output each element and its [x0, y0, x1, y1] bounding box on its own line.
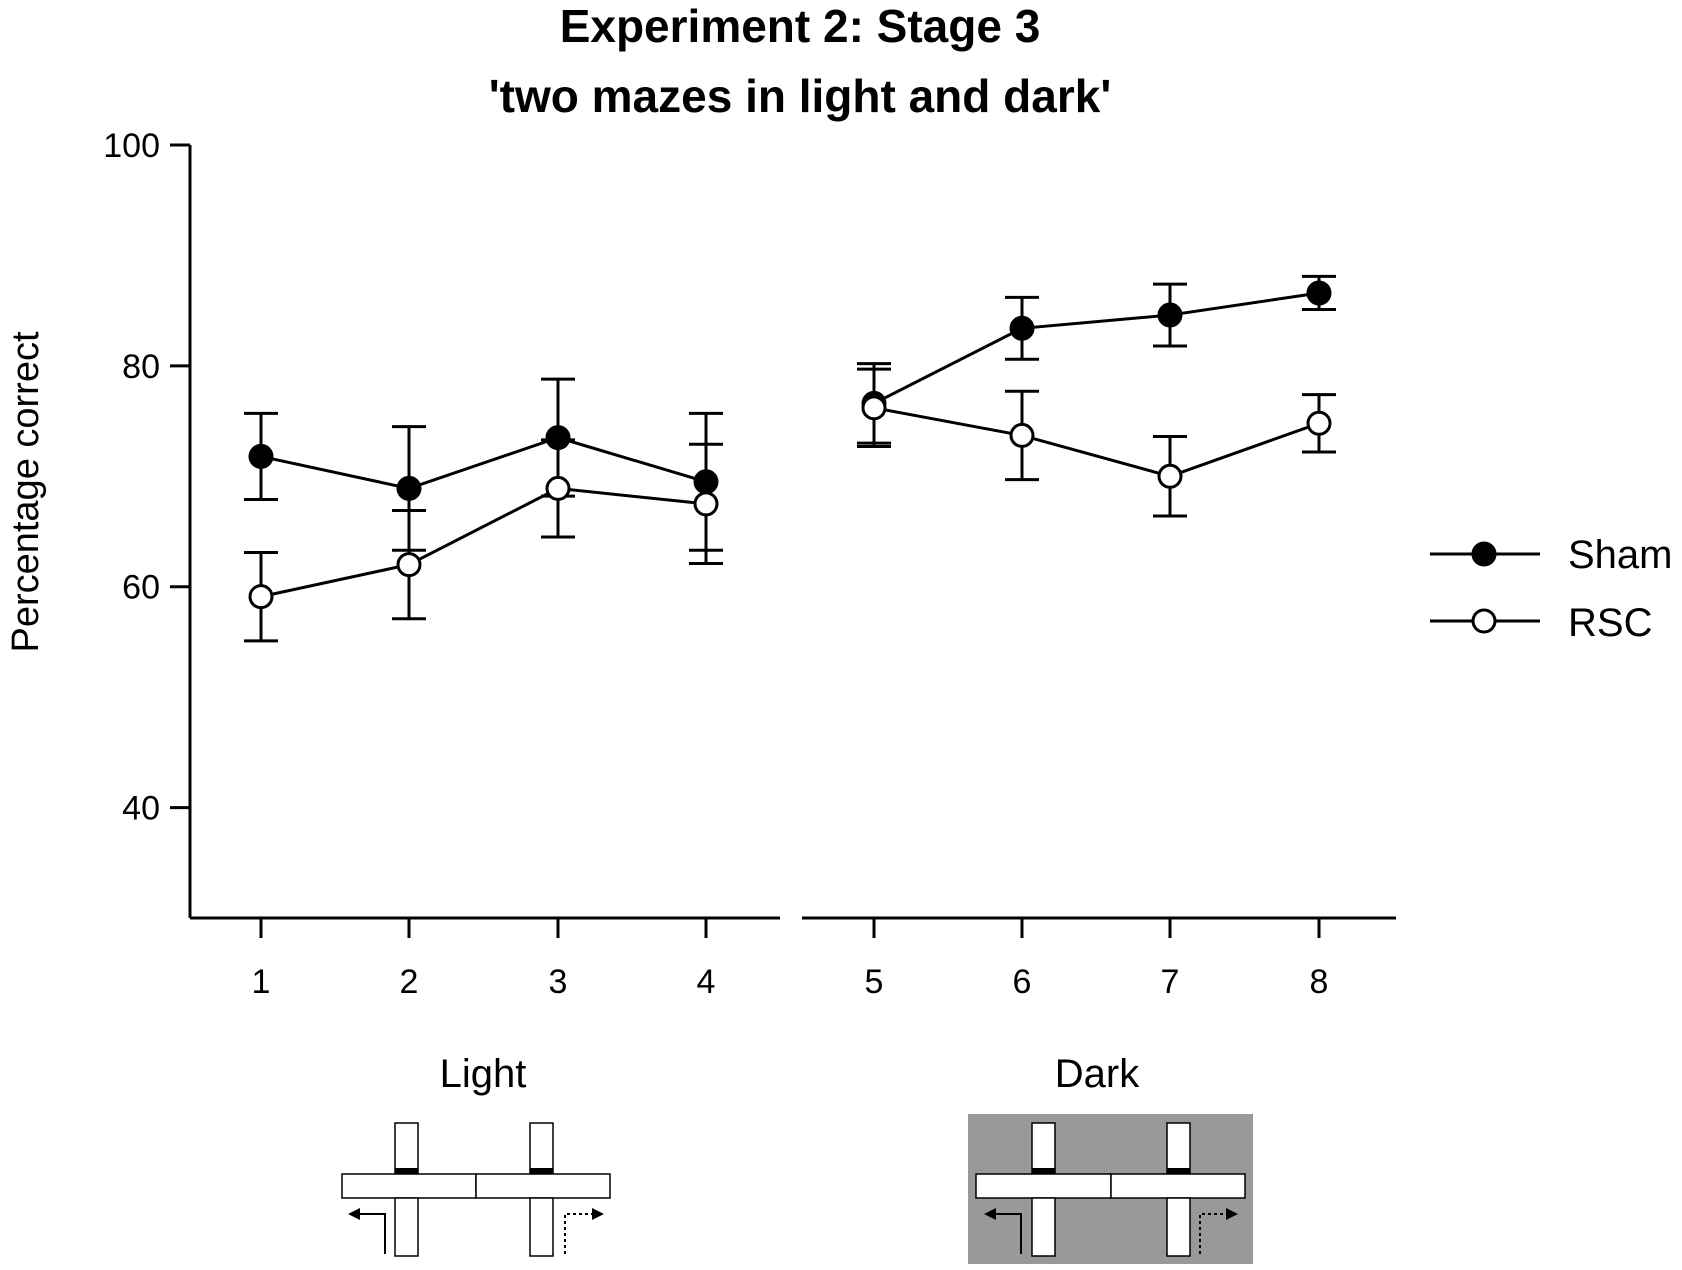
arrow-path-right: [564, 1213, 596, 1254]
maze-corridor-right: [1110, 1173, 1246, 1199]
data-point-rsc: [861, 395, 887, 421]
x-tick-label: 2: [400, 963, 419, 1001]
light-condition-label: Light: [440, 1052, 527, 1096]
data-point-sham: [1009, 315, 1035, 341]
series-rsc: [244, 367, 1336, 643]
maze-arm-top-left: [1031, 1122, 1056, 1174]
arrow-path-left: [356, 1213, 386, 1254]
arrow-head-right: [1226, 1208, 1238, 1220]
arrow-head-left: [984, 1208, 996, 1220]
x-tick-label: 4: [697, 963, 716, 1001]
data-point-sham: [1157, 302, 1183, 328]
x-tick-label: 5: [865, 963, 884, 1001]
data-point-sham: [248, 443, 274, 469]
data-point-rsc: [1157, 463, 1183, 489]
x-tick-label: 7: [1161, 963, 1180, 1001]
legend: Sham RSC: [1430, 533, 1673, 645]
data-point-sham: [396, 475, 422, 501]
data-point-rsc: [1306, 410, 1332, 436]
maze-arm-bottom-right: [529, 1197, 554, 1257]
chart-subtitle: 'two mazes in light and dark': [489, 70, 1112, 122]
legend-label-sham: Sham: [1568, 533, 1673, 577]
data-point-sham: [1306, 280, 1332, 306]
maze-arm-top-right: [529, 1122, 554, 1174]
series-line-sham-light: [260, 436, 707, 490]
data-point-rsc: [545, 475, 571, 501]
maze-barrier-right: [530, 1168, 553, 1174]
light-maze-diagram: [341, 1122, 611, 1257]
maze-arm-bottom-right: [1166, 1197, 1191, 1257]
arrow-path-left: [992, 1213, 1022, 1254]
maze-corridor-left: [975, 1173, 1112, 1199]
plot-area: [244, 274, 1336, 643]
maze-barrier-right: [1167, 1168, 1190, 1174]
maze-arm-top-right: [1166, 1122, 1191, 1174]
maze-arm-bottom-left: [1031, 1197, 1056, 1257]
dark-maze-diagram: [968, 1114, 1253, 1264]
data-point-rsc: [396, 552, 422, 578]
arrow-head-left: [348, 1208, 360, 1220]
x-tick-label: 6: [1013, 963, 1032, 1001]
series-line-sham-dark: [873, 291, 1320, 405]
maze-arm-top-left: [394, 1122, 419, 1174]
y-axis-label: Percentage correct: [5, 331, 47, 652]
y-tick-label: 60: [122, 569, 160, 607]
maze-barrier-left: [1032, 1168, 1055, 1174]
maze-barrier-left: [395, 1168, 418, 1174]
arrow-head-right: [592, 1208, 604, 1220]
dark-condition-label: Dark: [1055, 1052, 1140, 1096]
axes: [188, 145, 1396, 920]
arrow-path-right: [1199, 1213, 1230, 1254]
y-tick-label: 40: [122, 790, 160, 828]
y-tick-label: 80: [122, 348, 160, 386]
series-line-rsc-dark: [873, 406, 1320, 478]
legend-marker-sham: [1471, 541, 1497, 567]
x-ticks: 1 2 3 4 5 6 7 8: [252, 918, 1329, 1001]
maze-corridor-left: [341, 1173, 477, 1199]
series-line-rsc-light: [260, 486, 707, 599]
x-tick-label: 1: [252, 963, 271, 1001]
maze-arm-bottom-left: [394, 1197, 419, 1257]
data-point-rsc: [1009, 422, 1035, 448]
x-tick-label: 3: [549, 963, 568, 1001]
data-point-rsc: [693, 491, 719, 517]
x-tick-label: 8: [1310, 963, 1329, 1001]
data-point-rsc: [248, 584, 274, 610]
chart-title: Experiment 2: Stage 3: [560, 0, 1041, 52]
legend-marker-rsc: [1471, 608, 1497, 634]
y-tick-label: 100: [103, 127, 160, 165]
maze-corridor-right: [475, 1173, 611, 1199]
y-ticks: 40 60 80 100: [103, 127, 190, 828]
legend-label-rsc: RSC: [1568, 601, 1652, 645]
